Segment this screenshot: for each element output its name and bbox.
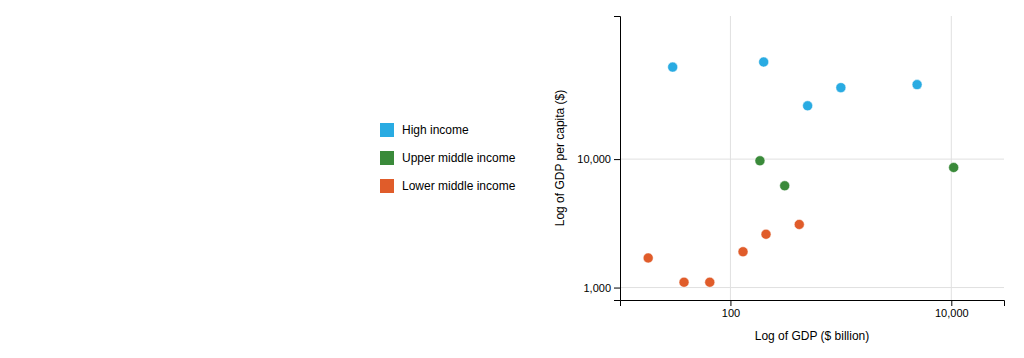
- point: [794, 219, 804, 229]
- x-tick-mark: [730, 300, 731, 306]
- legend-label: Upper middle income: [402, 151, 516, 165]
- chart: 100 10,000 1,000 10,000 Log of GDP ($ billio…: [0, 0, 1024, 358]
- x-grid-line: [730, 16, 731, 300]
- legend-swatch: [380, 123, 394, 137]
- point: [643, 253, 653, 263]
- x-axis-title: Log of GDP ($ billion): [755, 329, 870, 343]
- legend-label: High income: [402, 123, 469, 137]
- x-tick: 100: [722, 300, 740, 319]
- y-tick: 10,000: [577, 153, 620, 165]
- y-axis-title: Log of GDP per capita ($): [553, 90, 567, 227]
- legend-label: Lower middle income: [402, 179, 516, 193]
- x-axis: 100 10,000: [621, 300, 1005, 319]
- x-tick-label: 10,000: [935, 307, 969, 319]
- point: [679, 277, 689, 287]
- x-tick-label: 100: [722, 307, 740, 319]
- point: [761, 229, 771, 239]
- x-tick-mark: [951, 300, 952, 306]
- point: [759, 57, 769, 67]
- y-tick: 1,000: [583, 282, 620, 294]
- y-tick-mark: [614, 159, 620, 160]
- points: [643, 57, 958, 287]
- y-tick-label: 10,000: [577, 153, 611, 165]
- grid: [620, 16, 1004, 300]
- point: [755, 156, 765, 166]
- x-tick: 10,000: [935, 300, 969, 319]
- point: [949, 163, 959, 173]
- y-tick-label: 1,000: [583, 282, 611, 294]
- y-grid-line: [620, 287, 1004, 288]
- legend: High income Upper middle income Lower midd…: [380, 123, 516, 193]
- y-axis: 1,000 10,000: [577, 17, 620, 301]
- x-axis-line: [621, 301, 1005, 307]
- point: [668, 62, 678, 72]
- point: [803, 101, 813, 111]
- y-grid-line: [620, 159, 1004, 160]
- x-grid-line: [951, 16, 952, 300]
- point: [912, 80, 922, 90]
- legend-swatch: [380, 151, 394, 165]
- legend-swatch: [380, 179, 394, 193]
- point: [836, 83, 846, 93]
- point: [780, 181, 790, 191]
- point: [738, 247, 748, 257]
- y-axis-line: [614, 17, 621, 301]
- y-tick-mark: [614, 288, 620, 289]
- point: [705, 277, 715, 287]
